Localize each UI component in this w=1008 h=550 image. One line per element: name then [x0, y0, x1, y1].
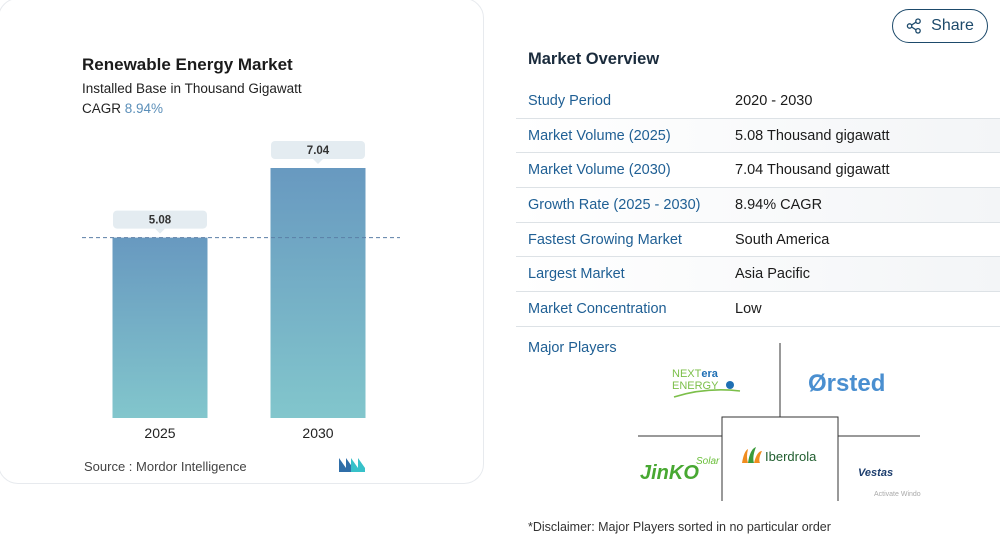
share-icon	[906, 18, 921, 34]
overview-label: Study Period	[528, 92, 612, 109]
share-button[interactable]: Share	[892, 9, 988, 43]
svg-text:Solar: Solar	[696, 456, 720, 467]
share-label: Share	[931, 17, 974, 34]
overview-value: Low	[735, 300, 762, 317]
overview-table: Study Period 2020 - 2030 Market Volume (…	[516, 84, 1000, 327]
overview-row-concentration: Market Concentration Low	[516, 292, 1000, 327]
major-players-label: Major Players	[528, 340, 617, 356]
overview-label: Growth Rate (2025 - 2030)	[528, 196, 701, 213]
major-players-logos: NEXTera ENERGY Ørsted Solar JinKO Iberdr…	[638, 343, 921, 501]
overview-value: Asia Pacific	[735, 266, 810, 283]
value-label: 7.04	[307, 145, 330, 157]
value-label-bg	[271, 141, 365, 159]
chart-card	[0, 0, 484, 484]
mordor-logo-icon	[339, 458, 365, 472]
source-label: Source :	[84, 459, 133, 474]
bar-2025	[112, 237, 208, 418]
source-line: Source : Mordor Intelligence	[84, 459, 247, 474]
svg-text:ENERGY: ENERGY	[672, 380, 719, 392]
jinko-solar-logo-icon: Solar JinKO	[640, 456, 720, 484]
overview-row-volume-2025: Market Volume (2025) 5.08 Thousand gigaw…	[516, 118, 1000, 154]
overview-row-largest-market: Largest Market Asia Pacific	[516, 257, 1000, 293]
overview-label: Market Volume (2030)	[528, 162, 671, 179]
overview-value: 5.08 Thousand gigawatt	[735, 127, 890, 144]
overview-row-growth-rate: Growth Rate (2025 - 2030) 8.94% CAGR	[516, 188, 1000, 223]
value-label-pointer	[313, 159, 323, 164]
svg-text:JinKO: JinKO	[640, 462, 699, 484]
bar-2030	[270, 168, 366, 418]
overview-label: Market Volume (2025)	[528, 127, 671, 144]
overview-label: Market Concentration	[528, 300, 667, 317]
overview-label: Largest Market	[528, 266, 625, 283]
value-label-bg	[113, 210, 207, 229]
cagr-line: CAGR 8.94%	[82, 101, 163, 116]
overview-value: 7.04 Thousand gigawatt	[735, 162, 890, 179]
value-label: 5.08	[149, 215, 172, 227]
cagr-label: CAGR	[82, 101, 122, 116]
cagr-value: 8.94%	[124, 101, 164, 116]
disclaimer: *Disclaimer: Major Players sorted in no …	[528, 520, 831, 534]
overview-row-volume-2030: Market Volume (2030) 7.04 Thousand gigaw…	[516, 153, 1000, 189]
labels-layer: 5.08 2025 7.04 2030	[113, 141, 365, 441]
x-tick-label: 2025	[144, 425, 175, 441]
value-label-pointer	[155, 228, 165, 234]
chart-title: Renewable Energy Market	[82, 55, 293, 74]
overview-title: Market Overview	[528, 50, 660, 68]
overview-label: Fastest Growing Market	[528, 231, 682, 248]
bars-layer	[112, 168, 366, 418]
vestas-logo-icon: Vestas	[858, 467, 893, 479]
iberdrola-logo-icon: Iberdrola	[742, 447, 817, 464]
overview-value: 2020 - 2030	[735, 92, 813, 109]
svg-text:Iberdrola: Iberdrola	[765, 449, 817, 464]
orsted-logo-icon: Ørsted	[808, 370, 885, 397]
bar-chart: 5.08 2025 7.04 2030	[82, 141, 400, 441]
overview-row-study-period: Study Period 2020 - 2030	[516, 84, 1000, 119]
activate-watermark: Activate Windo	[874, 491, 921, 498]
svg-text:NEXTera: NEXTera	[672, 368, 719, 380]
chart-subtitle: Installed Base in Thousand Gigawatt	[82, 81, 302, 96]
x-tick-label: 2030	[302, 425, 333, 441]
svg-text:Vestas: Vestas	[858, 467, 893, 479]
overview-value: South America	[735, 231, 830, 248]
overview-value: 8.94% CAGR	[735, 196, 823, 213]
nextera-energy-logo-icon: NEXTera ENERGY	[672, 368, 741, 398]
overview-row-fastest-growing: Fastest Growing Market South America	[516, 223, 1000, 258]
svg-text:Ørsted: Ørsted	[808, 370, 885, 397]
source-value: Mordor Intelligence	[136, 459, 247, 474]
